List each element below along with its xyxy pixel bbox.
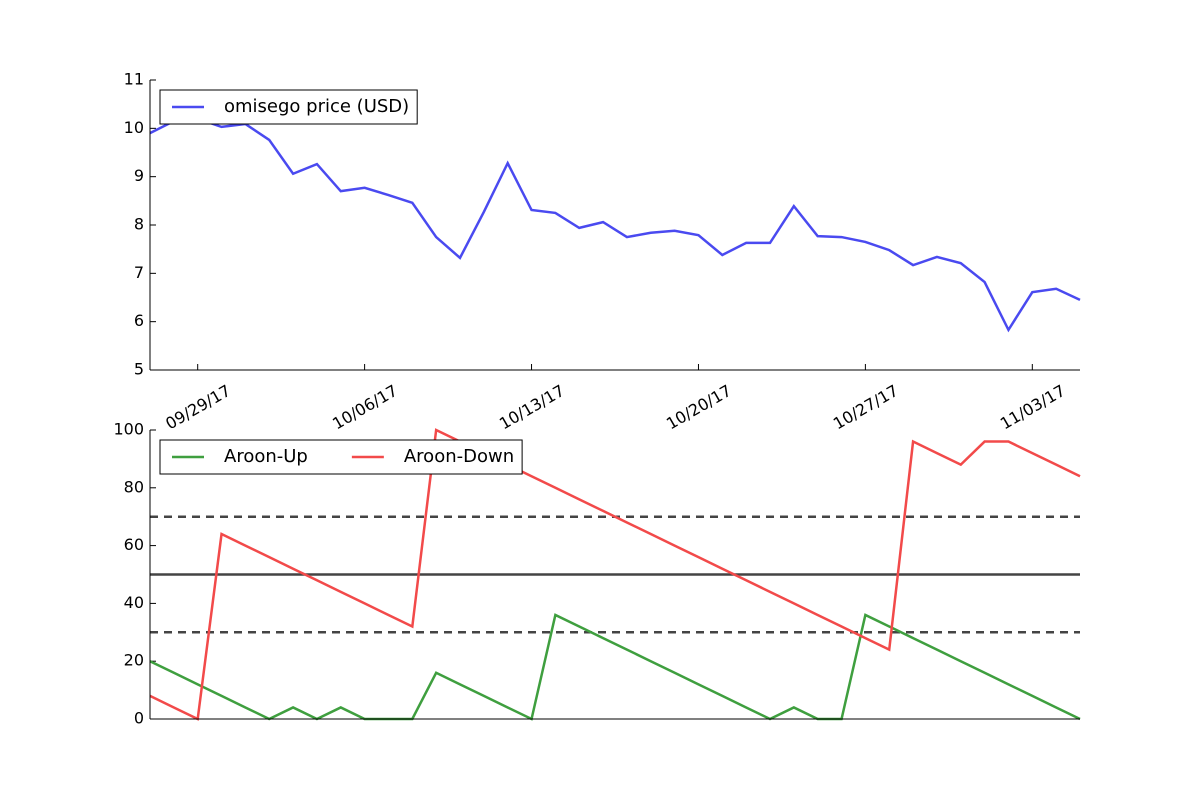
legend-label: Aroon-Up	[224, 446, 308, 467]
y-tick-label: 11	[124, 70, 144, 89]
y-tick-label: 0	[134, 709, 144, 728]
y-tick-label: 100	[113, 420, 144, 439]
series-line	[149, 428, 1081, 721]
legend: Aroon-Up Aroon-Down	[159, 439, 523, 475]
y-tick-label: 8	[134, 215, 144, 234]
y-tick-label: 5	[134, 360, 144, 379]
x-tick-label: 10/06/17	[329, 381, 401, 433]
y-tick-label: 7	[134, 263, 144, 282]
legend-label: omisego price (USD)	[224, 96, 409, 117]
series-line	[149, 613, 1081, 721]
x-tick-label: 11/03/17	[997, 381, 1069, 433]
x-tick-label: 10/13/17	[496, 381, 568, 433]
x-tick-label: 10/27/17	[830, 381, 902, 433]
x-tick-label: 10/20/17	[663, 381, 735, 433]
legend-box	[159, 439, 523, 475]
y-tick-label: 20	[124, 651, 144, 670]
x-tick-label: 09/29/17	[162, 381, 234, 433]
y-tick-label: 6	[134, 311, 144, 330]
series-line	[149, 117, 1081, 333]
y-tick-label: 80	[124, 477, 144, 496]
legend: omisego price (USD)	[159, 89, 418, 125]
y-tick-label: 9	[134, 166, 144, 185]
y-tick-label: 40	[124, 593, 144, 612]
legend-label: Aroon-Down	[404, 446, 514, 467]
y-tick-label: 10	[124, 118, 144, 137]
y-tick-label: 60	[124, 535, 144, 554]
